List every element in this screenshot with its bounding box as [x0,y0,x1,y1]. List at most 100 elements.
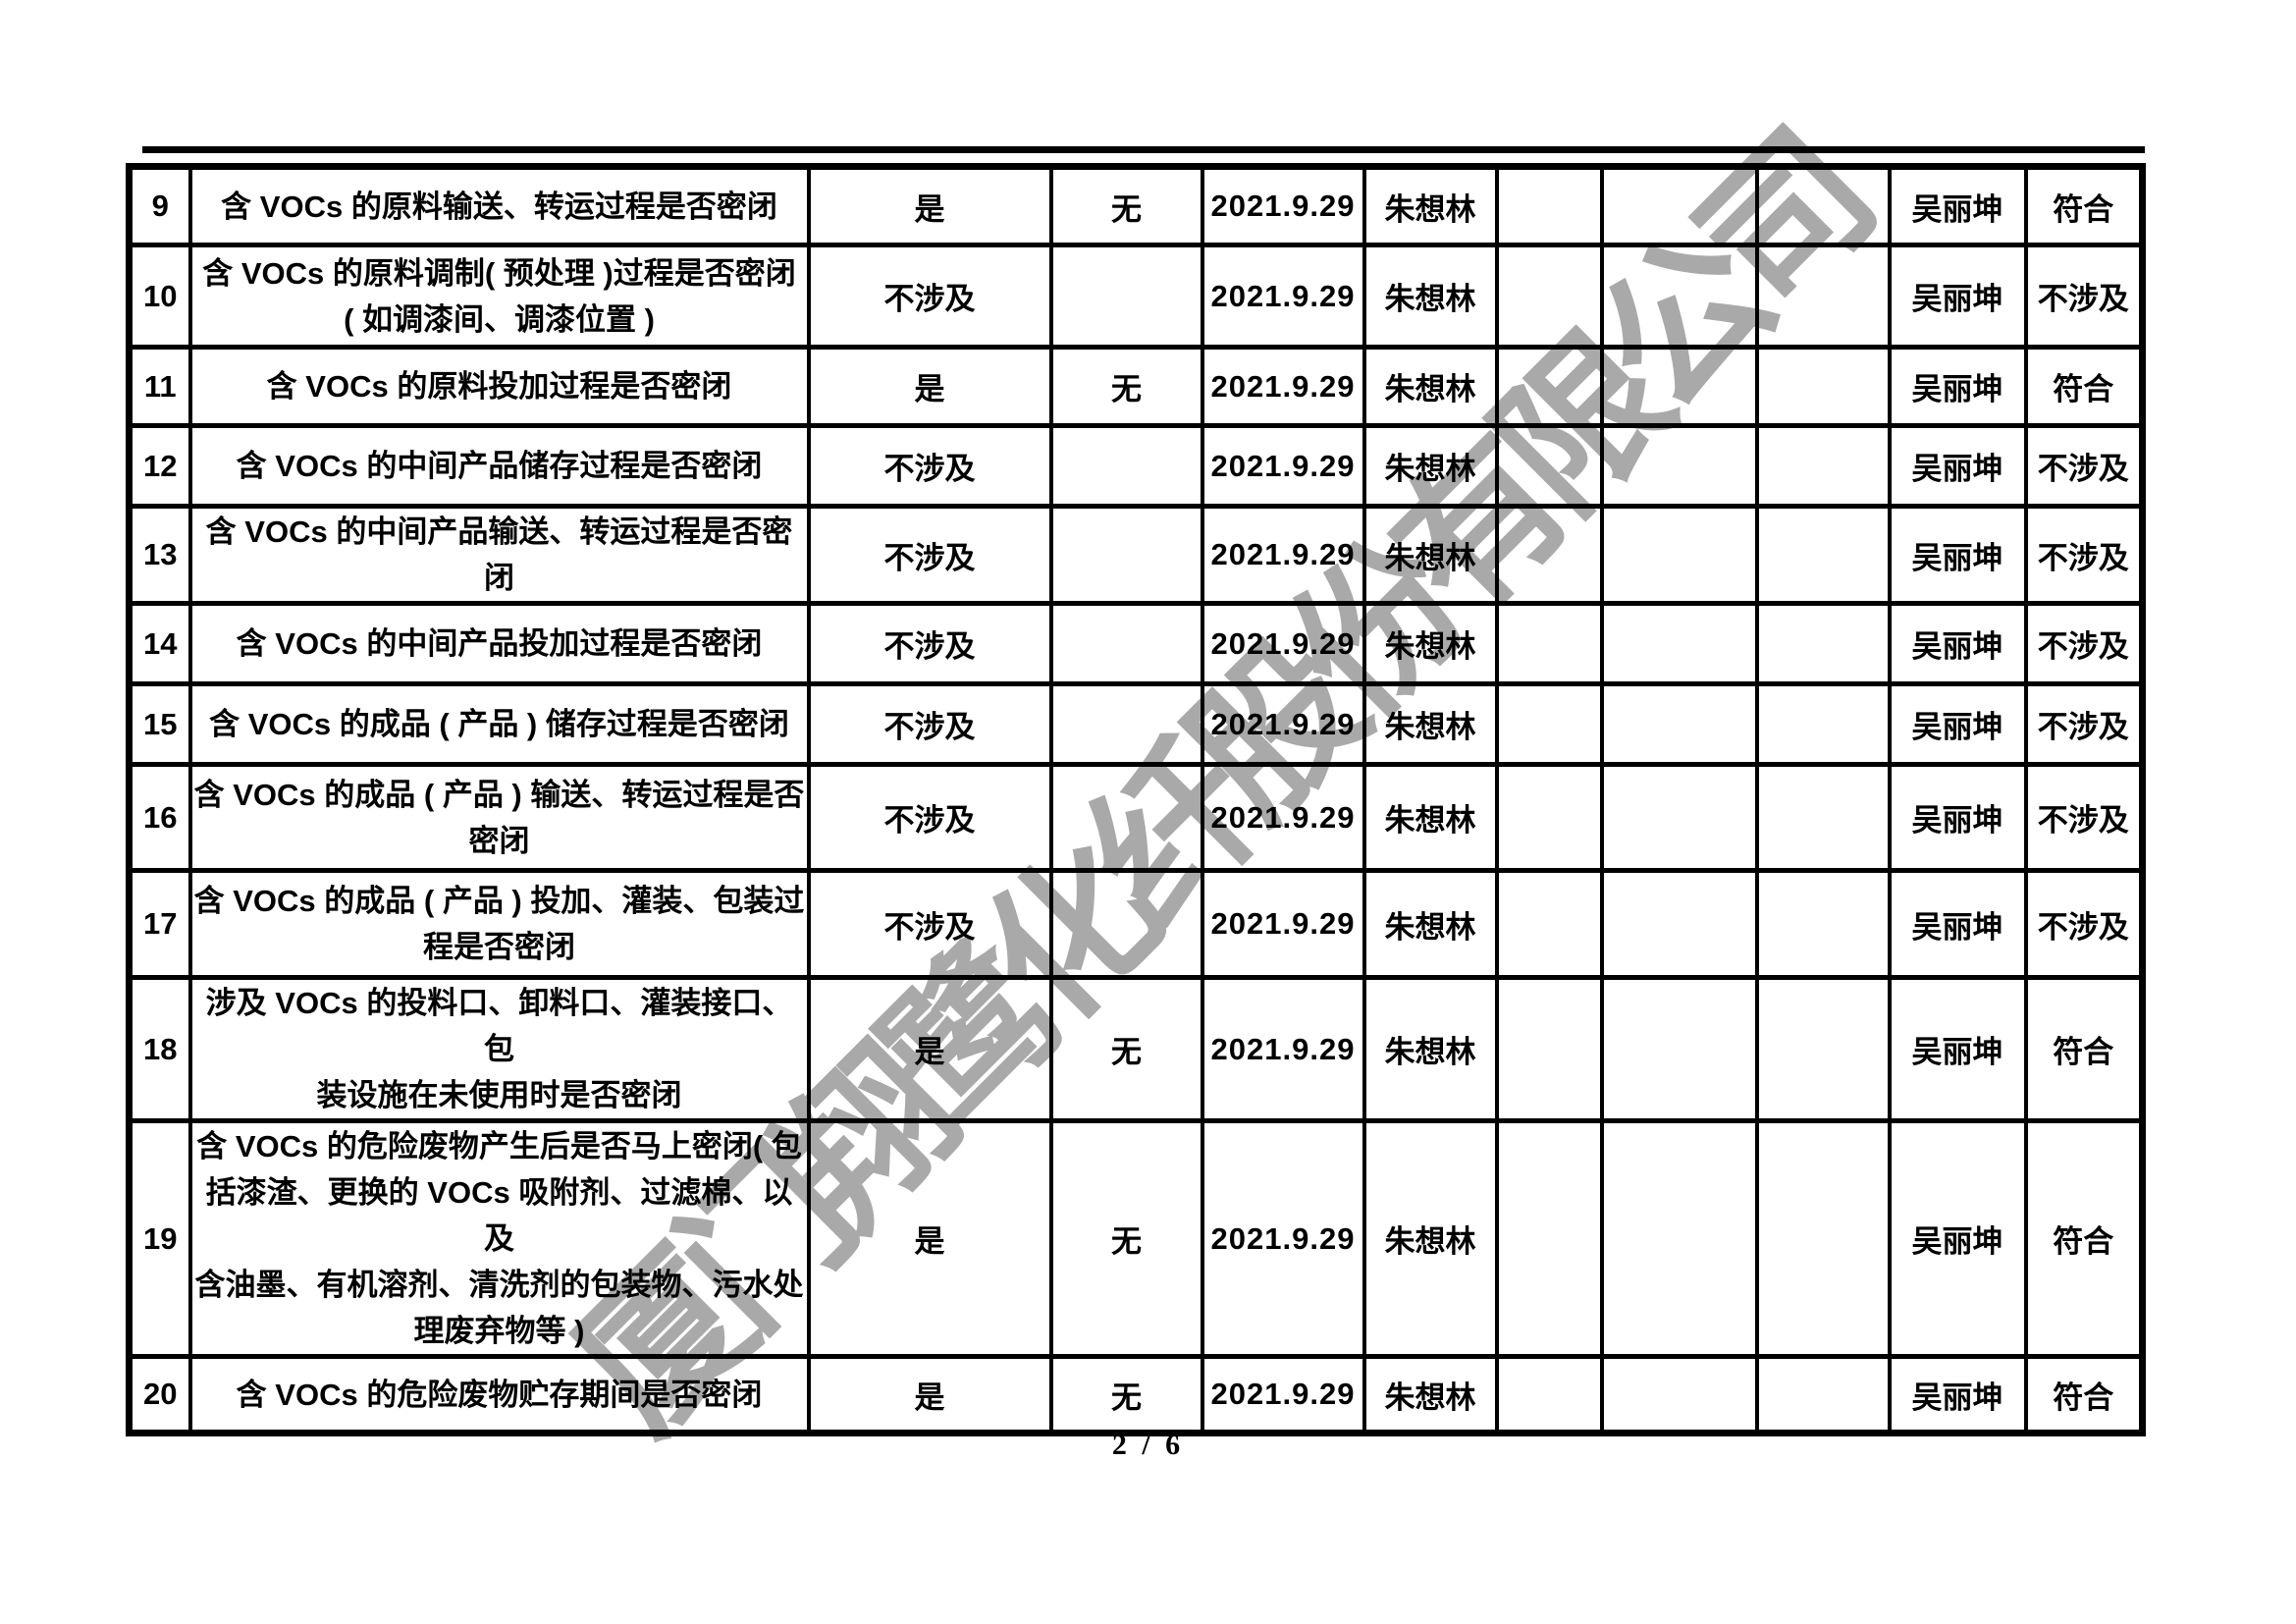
blank-cell [1494,243,1604,350]
inspector-name-cell: 朱想林 [1362,243,1499,350]
question-cell: 涉及 VOCs 的投料口、卸料口、灌装接口、包 装设施在未使用时是否密闭 [187,975,811,1123]
inspector-name-cell: 朱想林 [1362,504,1499,606]
blank-cell [1754,1354,1892,1435]
conclusion-cell: 不涉及 [2023,423,2145,509]
reviewer-name-cell: 吴丽坤 [1887,868,2028,980]
inspector-name-cell: 朱想林 [1362,975,1499,1123]
question-cell: 含 VOCs 的中间产品输送、转运过程是否密闭 [187,504,811,606]
question-cell: 含 VOCs 的原料调制( 预处理 )过程是否密闭 ( 如调漆间、调漆位置 ) [187,243,811,350]
row-number-cell: 16 [127,762,192,873]
blank-cell [1754,975,1892,1123]
blank-cell [1494,423,1604,509]
table-row: 17 含 VOCs 的成品 ( 产品 ) 投加、灌装、包装过 程是否密闭 不涉及… [127,868,2145,980]
inspector-name-cell: 朱想林 [1362,164,1499,247]
conclusion-cell: 不涉及 [2023,504,2145,606]
blank-cell [1494,975,1604,1123]
question-cell: 含 VOCs 的原料输送、转运过程是否密闭 [187,164,811,247]
table-row: 10 含 VOCs 的原料调制( 预处理 )过程是否密闭 ( 如调漆间、调漆位置… [127,243,2145,350]
conclusion-cell: 不涉及 [2023,762,2145,873]
problem-found-cell [1048,601,1204,686]
inspection-date-cell: 2021.9.29 [1200,1118,1366,1359]
problem-found-cell [1048,243,1204,350]
blank-cell [1599,975,1759,1123]
blank-cell [1494,762,1604,873]
inspection-date-cell: 2021.9.29 [1200,681,1366,767]
table-row: 13 含 VOCs 的中间产品输送、转运过程是否密闭 不涉及 2021.9.29… [127,504,2145,606]
inspection-date-cell: 2021.9.29 [1200,243,1366,350]
problem-found-cell [1048,868,1204,980]
blank-cell [1754,164,1892,247]
inspection-result-cell: 不涉及 [806,504,1053,606]
row-number-cell: 12 [127,423,192,509]
row-number-cell: 20 [127,1354,192,1435]
inspection-result-cell: 不涉及 [806,868,1053,980]
inspection-result-cell: 是 [806,1354,1053,1435]
conclusion-cell: 符合 [2023,1118,2145,1359]
blank-cell [1599,504,1759,606]
reviewer-name-cell: 吴丽坤 [1887,681,2028,767]
blank-cell [1754,243,1892,350]
table-row: 15 含 VOCs 的成品 ( 产品 ) 储存过程是否密闭 不涉及 2021.9… [127,681,2145,767]
question-cell: 含 VOCs 的成品 ( 产品 ) 投加、灌装、包装过 程是否密闭 [187,868,811,980]
page-number: 2 / 6 [1111,1429,1185,1461]
inspection-date-cell: 2021.9.29 [1200,164,1366,247]
inspection-result-cell: 不涉及 [806,423,1053,509]
blank-cell [1494,601,1604,686]
blank-cell [1599,243,1759,350]
row-number-cell: 18 [127,975,192,1123]
reviewer-name-cell: 吴丽坤 [1887,345,2028,428]
reviewer-name-cell: 吴丽坤 [1887,504,2028,606]
blank-cell [1599,423,1759,509]
conclusion-cell: 不涉及 [2023,681,2145,767]
blank-cell [1494,1354,1604,1435]
blank-cell [1494,1118,1604,1359]
question-cell: 含 VOCs 的中间产品储存过程是否密闭 [187,423,811,509]
blank-cell [1754,762,1892,873]
reviewer-name-cell: 吴丽坤 [1887,243,2028,350]
reviewer-name-cell: 吴丽坤 [1887,164,2028,247]
blank-cell [1494,681,1604,767]
conclusion-cell: 符合 [2023,164,2145,247]
question-cell: 含 VOCs 的成品 ( 产品 ) 储存过程是否密闭 [187,681,811,767]
blank-cell [1754,868,1892,980]
table-row: 20 含 VOCs 的危险废物贮存期间是否密闭 是 无 2021.9.29 朱想… [127,1354,2145,1435]
blank-cell [1599,762,1759,873]
question-cell: 含 VOCs 的危险废物产生后是否马上密闭( 包 括漆渣、更换的 VOCs 吸附… [187,1118,811,1359]
blank-cell [1599,345,1759,428]
inspection-result-cell: 不涉及 [806,601,1053,686]
problem-found-cell [1048,504,1204,606]
inspection-result-cell: 是 [806,345,1053,428]
row-number-cell: 14 [127,601,192,686]
problem-found-cell: 无 [1048,345,1204,428]
blank-cell [1494,164,1604,247]
reviewer-name-cell: 吴丽坤 [1887,1354,2028,1435]
table-row: 9 含 VOCs 的原料输送、转运过程是否密闭 是 无 2021.9.29 朱想… [127,164,2145,247]
conclusion-cell: 符合 [2023,1354,2145,1435]
inspection-result-cell: 是 [806,1118,1053,1359]
blank-cell [1599,164,1759,247]
inspection-result-cell: 不涉及 [806,762,1053,873]
problem-found-cell [1048,423,1204,509]
question-cell: 含 VOCs 的中间产品投加过程是否密闭 [187,601,811,686]
row-number-cell: 11 [127,345,192,428]
inspection-result-cell: 是 [806,975,1053,1123]
table-row: 16 含 VOCs 的成品 ( 产品 ) 输送、转运过程是否 密闭 不涉及 20… [127,762,2145,873]
voc-inspection-table: 9 含 VOCs 的原料输送、转运过程是否密闭 是 无 2021.9.29 朱想… [126,163,2146,1436]
blank-cell [1599,1354,1759,1435]
blank-cell [1754,423,1892,509]
question-cell: 含 VOCs 的成品 ( 产品 ) 输送、转运过程是否 密闭 [187,762,811,873]
inspection-result-cell: 是 [806,164,1053,247]
blank-cell [1599,601,1759,686]
reviewer-name-cell: 吴丽坤 [1887,762,2028,873]
blank-cell [1599,1118,1759,1359]
table-row: 19 含 VOCs 的危险废物产生后是否马上密闭( 包 括漆渣、更换的 VOCs… [127,1118,2145,1359]
inspection-date-cell: 2021.9.29 [1200,762,1366,873]
row-number-cell: 15 [127,681,192,767]
problem-found-cell [1048,681,1204,767]
table-row: 11 含 VOCs 的原料投加过程是否密闭 是 无 2021.9.29 朱想林 … [127,345,2145,428]
inspector-name-cell: 朱想林 [1362,762,1499,873]
row-number-cell: 19 [127,1118,192,1359]
inspection-result-cell: 不涉及 [806,243,1053,350]
blank-cell [1599,868,1759,980]
question-cell: 含 VOCs 的原料投加过程是否密闭 [187,345,811,428]
